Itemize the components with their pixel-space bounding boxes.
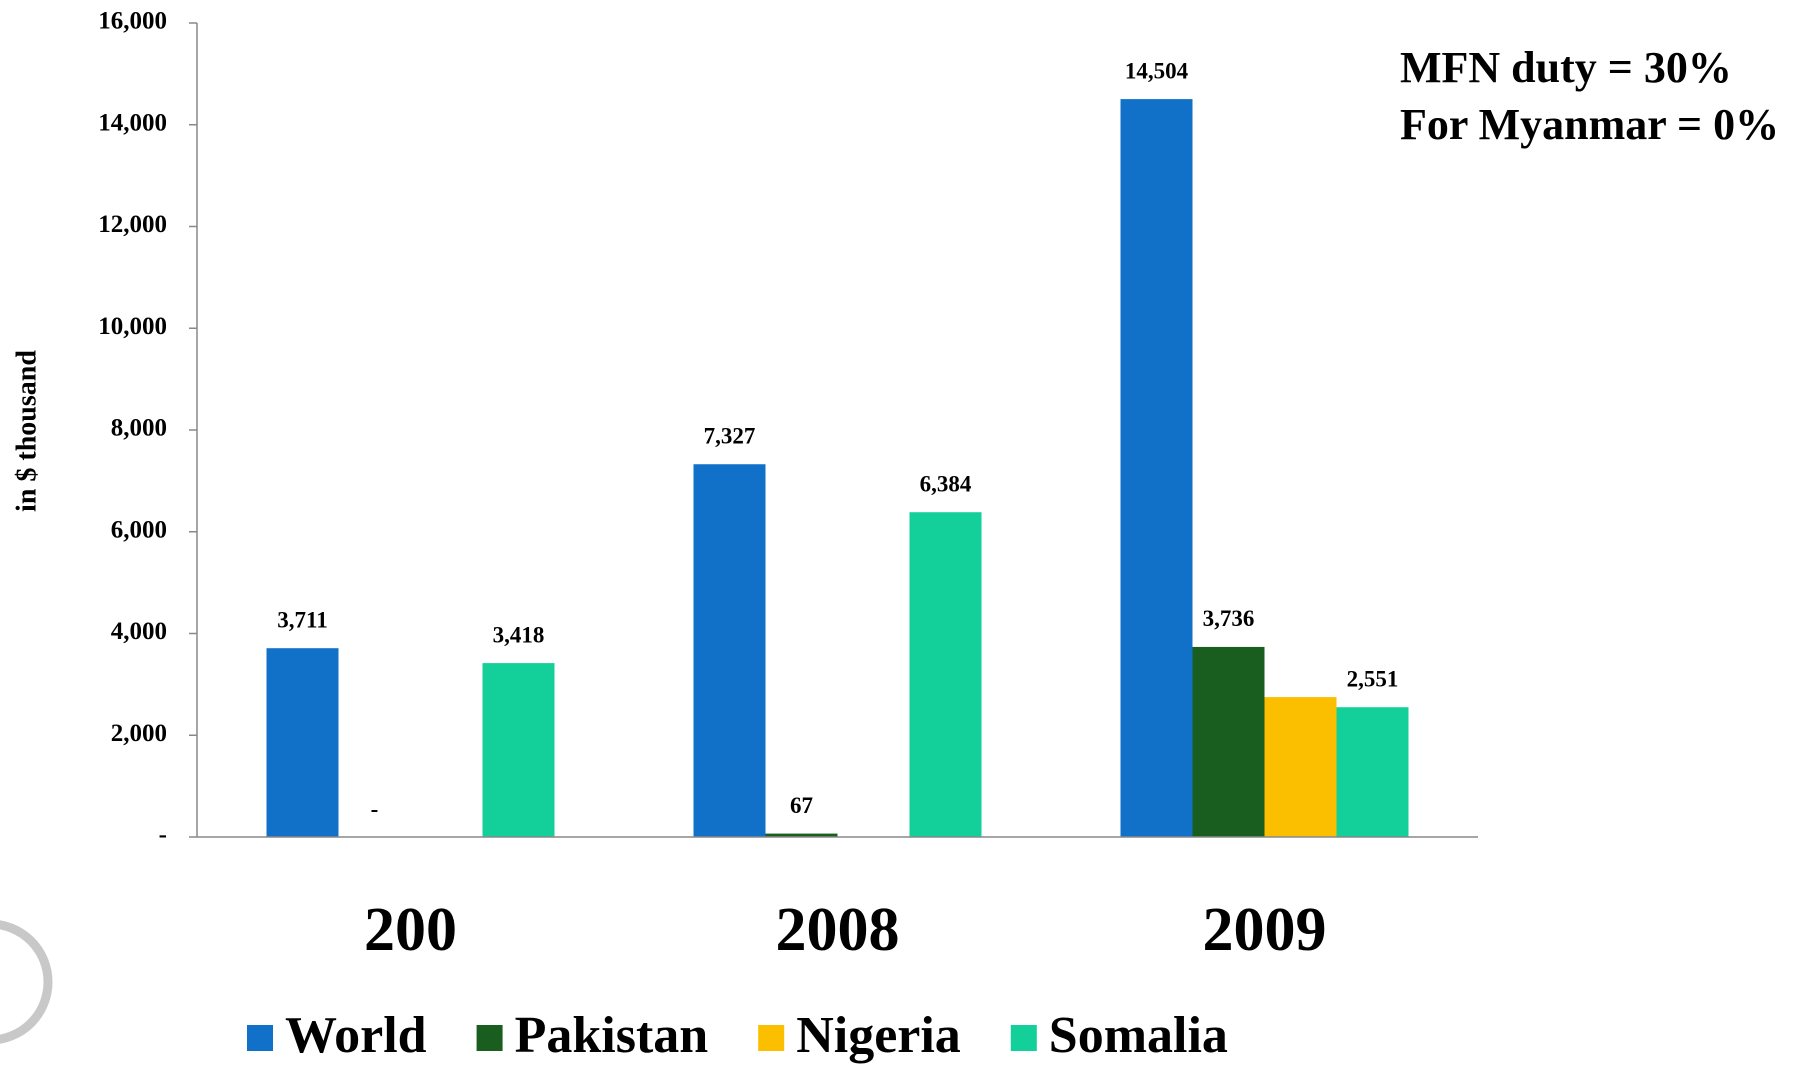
y-tick-label: 8,000 [111, 415, 167, 442]
y-tick-label: 2,000 [111, 720, 167, 747]
y-tick-label: 4,000 [111, 618, 167, 645]
legend-label: World [285, 1007, 427, 1064]
legend-label: Somalia [1049, 1007, 1228, 1064]
y-tick-label: 14,000 [98, 109, 167, 136]
data-label: 67 [790, 793, 813, 818]
x-tick-label: 2008 [776, 896, 900, 964]
legend-swatch [476, 1025, 503, 1051]
x-tick-label: 200 [364, 896, 457, 964]
bar [1264, 697, 1337, 837]
data-label: 2,551 [1347, 666, 1399, 691]
y-tick-label: 6,000 [111, 516, 167, 543]
y-tick-label: 16,000 [98, 8, 167, 35]
data-label: - [371, 796, 379, 821]
bar [765, 833, 838, 837]
bar [693, 464, 766, 837]
bar [482, 663, 555, 837]
legend-swatch [1010, 1025, 1037, 1051]
data-label: 7,327 [704, 424, 756, 449]
data-label: 14,504 [1125, 58, 1189, 83]
x-tick-label: 2009 [1203, 896, 1327, 964]
legend-swatch [247, 1025, 273, 1051]
bar [1336, 707, 1409, 837]
legend-label: Pakistan [515, 1007, 709, 1064]
bar [1120, 99, 1193, 837]
y-tick-label: 10,000 [98, 313, 167, 340]
bar [1192, 646, 1265, 837]
annotation: For Myanmar = 0% [1400, 100, 1779, 149]
bar [909, 512, 982, 837]
watermark [0, 920, 53, 1044]
y-tick-label: 12,000 [98, 211, 167, 238]
legend-label: Nigeria [796, 1007, 961, 1064]
y-tick-label: - [159, 822, 167, 849]
annotation: MFN duty = 30% [1400, 43, 1732, 92]
data-label: 3,418 [493, 622, 545, 647]
bar [266, 648, 339, 837]
data-label: 6,384 [920, 471, 972, 496]
data-label: 3,711 [277, 607, 327, 632]
cover [60, 925, 548, 1065]
y-axis-label: in $ thousand [11, 350, 42, 512]
legend-swatch [758, 1025, 785, 1051]
data-label: 3,736 [1203, 606, 1255, 631]
